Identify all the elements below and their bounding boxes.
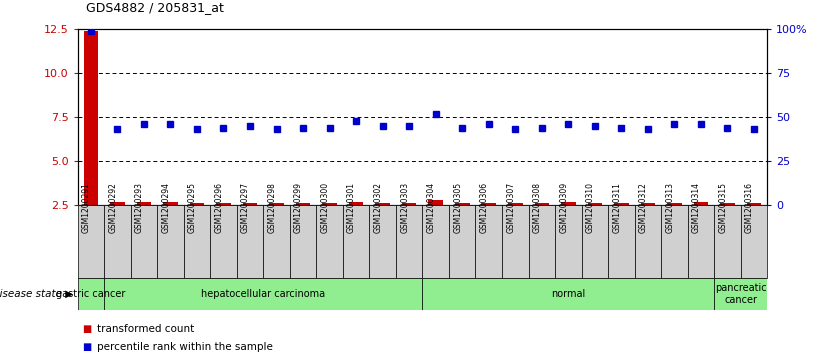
Bar — [455, 203, 470, 249]
Bar — [349, 203, 364, 249]
Bar — [110, 203, 124, 249]
Text: GSM1200309: GSM1200309 — [560, 182, 568, 233]
Text: GSM1200307: GSM1200307 — [506, 182, 515, 233]
Text: GSM1200305: GSM1200305 — [453, 182, 462, 233]
Text: GSM1200304: GSM1200304 — [427, 182, 435, 233]
Bar — [396, 205, 423, 278]
Text: GSM1200313: GSM1200313 — [666, 182, 675, 233]
Bar — [721, 203, 735, 249]
Bar — [104, 278, 423, 310]
Bar — [608, 205, 635, 278]
Text: GSM1200301: GSM1200301 — [347, 182, 356, 233]
Bar — [104, 205, 131, 278]
Text: GDS4882 / 205831_at: GDS4882 / 205831_at — [86, 1, 224, 15]
Text: GSM1200300: GSM1200300 — [320, 182, 329, 233]
Text: GSM1200297: GSM1200297 — [241, 182, 250, 233]
Text: GSM1200308: GSM1200308 — [533, 182, 542, 233]
Bar — [429, 200, 443, 249]
Bar — [289, 205, 316, 278]
Text: GSM1200316: GSM1200316 — [745, 182, 754, 233]
Text: GSM1200306: GSM1200306 — [480, 182, 489, 233]
Text: GSM1200293: GSM1200293 — [135, 182, 144, 233]
Text: GSM1200295: GSM1200295 — [188, 182, 197, 233]
Bar — [210, 205, 237, 278]
Bar — [296, 203, 310, 249]
Text: GSM1200315: GSM1200315 — [718, 182, 727, 233]
Text: GSM1200312: GSM1200312 — [639, 182, 648, 233]
Text: ■: ■ — [82, 342, 91, 352]
Text: GSM1200310: GSM1200310 — [585, 182, 595, 233]
Bar — [264, 205, 289, 278]
Bar — [316, 205, 343, 278]
Bar — [667, 203, 681, 249]
Text: transformed count: transformed count — [97, 323, 194, 334]
Text: GSM1200303: GSM1200303 — [400, 182, 409, 233]
Bar — [157, 205, 183, 278]
Bar — [449, 205, 475, 278]
Text: GSM1200292: GSM1200292 — [108, 182, 118, 233]
Text: GSM1200302: GSM1200302 — [374, 182, 383, 233]
Bar — [661, 205, 688, 278]
Bar — [741, 205, 767, 278]
Text: GSM1200314: GSM1200314 — [692, 182, 701, 233]
Bar — [423, 205, 449, 278]
Bar — [163, 203, 178, 249]
Bar — [746, 203, 761, 249]
Bar — [131, 205, 157, 278]
Bar — [714, 205, 741, 278]
Text: percentile rank within the sample: percentile rank within the sample — [97, 342, 273, 352]
Bar — [588, 203, 602, 249]
Text: disease state ▶: disease state ▶ — [0, 289, 73, 299]
Bar — [78, 205, 104, 278]
Bar — [375, 203, 390, 249]
Text: GSM1200294: GSM1200294 — [162, 182, 170, 233]
Bar — [137, 203, 151, 249]
Bar — [581, 205, 608, 278]
Bar — [561, 203, 575, 249]
Bar — [502, 205, 529, 278]
Bar — [78, 278, 104, 310]
Bar — [183, 205, 210, 278]
Text: GSM1200291: GSM1200291 — [82, 182, 91, 233]
Text: GSM1200311: GSM1200311 — [612, 182, 621, 233]
Text: GSM1200299: GSM1200299 — [294, 182, 303, 233]
Bar — [269, 203, 284, 249]
Bar — [423, 278, 714, 310]
Text: ■: ■ — [82, 323, 91, 334]
Text: normal: normal — [551, 289, 585, 299]
Bar — [322, 203, 337, 249]
Bar — [189, 203, 204, 249]
Bar — [688, 205, 714, 278]
Bar — [83, 31, 98, 249]
Text: hepatocellular carcinoma: hepatocellular carcinoma — [201, 289, 325, 299]
Bar — [508, 203, 523, 249]
Bar — [529, 205, 555, 278]
Bar — [237, 205, 264, 278]
Bar — [555, 205, 581, 278]
Bar — [216, 203, 231, 249]
Bar — [481, 203, 496, 249]
Bar — [243, 203, 257, 249]
Text: GSM1200298: GSM1200298 — [268, 182, 277, 233]
Bar — [369, 205, 396, 278]
Bar — [475, 205, 502, 278]
Bar — [635, 205, 661, 278]
Text: GSM1200296: GSM1200296 — [214, 182, 224, 233]
Bar — [535, 203, 549, 249]
Bar — [402, 203, 416, 249]
Bar — [641, 203, 656, 249]
Text: gastric cancer: gastric cancer — [56, 289, 125, 299]
Bar — [694, 203, 708, 249]
Bar — [343, 205, 369, 278]
Text: pancreatic
cancer: pancreatic cancer — [715, 283, 766, 305]
Bar — [714, 278, 767, 310]
Bar — [614, 203, 629, 249]
